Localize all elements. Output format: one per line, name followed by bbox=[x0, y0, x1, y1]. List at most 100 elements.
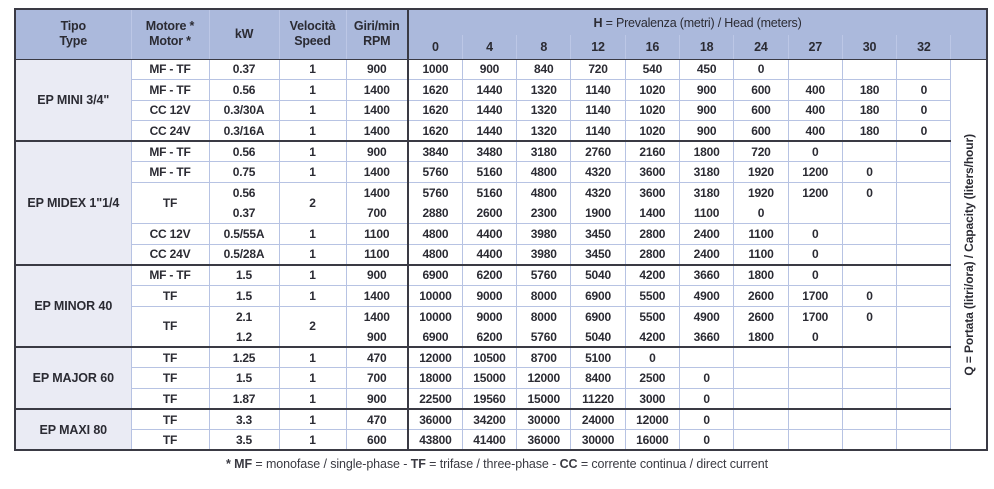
head-meters-title-symbol: H bbox=[593, 15, 603, 30]
capacity-cell: 1320 bbox=[516, 120, 572, 143]
col-header-speed-line2: Speed bbox=[294, 34, 331, 49]
capacity-cell: 1920 bbox=[733, 182, 789, 204]
capacity-cell bbox=[896, 264, 952, 287]
capacity-cell: 5760 bbox=[516, 264, 572, 287]
capacity-cell: 0 bbox=[788, 244, 843, 266]
capacity-cell: 3660 bbox=[679, 264, 735, 287]
table-row: TF 1.5 1 1400 10000 9000 8000 6900 5500 4900 2600 1… bbox=[15, 285, 987, 307]
kw-cell: 0.5/28A bbox=[209, 244, 280, 266]
capacity-cell bbox=[896, 429, 952, 451]
speed-cell: 1 bbox=[279, 264, 347, 287]
header-row-head-values: 0 4 8 12 16 18 24 27 30 32 bbox=[15, 35, 988, 60]
table-row: CC 12V 0.3/30A 1 1400 1620 1440 1320 1140 1020 90… bbox=[15, 100, 987, 122]
capacity-cell: 0 bbox=[679, 388, 735, 411]
capacity-cell: 4900 bbox=[679, 285, 735, 307]
capacity-cell: 2800 bbox=[625, 244, 680, 266]
head-value: 30 bbox=[842, 35, 898, 60]
capacity-cell: 600 bbox=[733, 120, 789, 143]
capacity-cell: 5760 bbox=[406, 182, 463, 204]
capacity-cell: 6200 bbox=[462, 326, 518, 349]
head-value: 27 bbox=[788, 35, 843, 60]
capacity-cell: 0 bbox=[679, 429, 735, 451]
kw-cell: 1.5 bbox=[209, 285, 280, 307]
col-header-speed-line1: Velocità bbox=[289, 19, 336, 33]
motor-cell: CC 12V bbox=[131, 100, 210, 122]
capacity-cell bbox=[896, 388, 952, 411]
capacity-cell bbox=[842, 347, 898, 369]
table-row: MF - TF 0.75 1 1400 5760 5160 4800 4320 3600 3180… bbox=[15, 161, 987, 184]
table-row: EP MINOR 40 MF - TF 1.5 1 900 6900 6200 5760 504… bbox=[15, 264, 987, 349]
capacity-cell: 4200 bbox=[625, 264, 680, 287]
capacity-cell: 16000 bbox=[625, 429, 680, 451]
capacity-cell bbox=[896, 203, 952, 225]
q-axis-label: Q = Portata (litri/ora) / Capacity (lite… bbox=[961, 133, 976, 376]
capacity-cell bbox=[842, 59, 898, 81]
capacity-cell: 6900 bbox=[570, 285, 626, 307]
kw-cell: 0.37 bbox=[209, 59, 280, 81]
capacity-cell: 0 bbox=[733, 203, 789, 225]
col-header-speed: Velocità Speed bbox=[279, 9, 347, 60]
footnote-text: = corrente continua / direct current bbox=[577, 457, 768, 471]
capacity-cell bbox=[679, 347, 735, 369]
capacity-cell: 900 bbox=[462, 59, 518, 81]
col-header-rpm: Giri/min RPM bbox=[346, 9, 409, 60]
capacity-cell: 5760 bbox=[516, 326, 572, 349]
capacity-cell: 4800 bbox=[406, 223, 463, 245]
capacity-cell: 10000 bbox=[406, 285, 463, 307]
capacity-cell: 3980 bbox=[516, 223, 572, 245]
table-row: EP MAXI 80 TF 3.3 1 470 36000 34200 30000 24000 1… bbox=[15, 409, 987, 451]
motor-cell: CC 24V bbox=[131, 120, 210, 143]
capacity-cell: 0 bbox=[733, 59, 789, 81]
table-row: CC 12V 0.5/55A 1 1100 4800 4400 3980 3450 2800 24… bbox=[15, 223, 987, 245]
capacity-cell: 5500 bbox=[625, 285, 680, 307]
capacity-cell bbox=[788, 347, 843, 369]
rpm-cell: 1400 bbox=[346, 285, 409, 307]
capacity-cell: 19560 bbox=[462, 388, 518, 411]
capacity-cell: 36000 bbox=[516, 429, 572, 451]
capacity-cell bbox=[842, 264, 898, 287]
speed-cell: 1 bbox=[279, 409, 347, 431]
footnote-text: = monofase / single-phase - bbox=[252, 457, 411, 471]
capacity-cell: 1620 bbox=[406, 120, 463, 143]
capacity-cell: 0 bbox=[679, 367, 735, 389]
capacity-cell: 36000 bbox=[406, 409, 463, 431]
speed-cell: 2 bbox=[279, 306, 347, 349]
capacity-cell: 180 bbox=[842, 120, 898, 143]
capacity-cell: 4200 bbox=[625, 326, 680, 349]
capacity-cell: 8700 bbox=[516, 347, 572, 369]
capacity-cell bbox=[896, 285, 952, 307]
kw-cell: 3.3 bbox=[209, 409, 280, 431]
capacity-cell: 0 bbox=[842, 161, 898, 184]
capacity-cell: 41400 bbox=[462, 429, 518, 451]
capacity-cell bbox=[733, 429, 789, 451]
speed-cell: 2 bbox=[279, 182, 347, 225]
motor-cell: TF bbox=[131, 285, 210, 307]
capacity-cell: 2600 bbox=[733, 306, 789, 327]
capacity-cell: 180 bbox=[842, 79, 898, 101]
motor-cell: TF bbox=[131, 429, 210, 451]
capacity-cell: 0 bbox=[896, 120, 952, 143]
capacity-cell bbox=[733, 367, 789, 389]
table-row: EP MINI 3/4" MF - TF 0.37 1 900 1000 900 840 720… bbox=[15, 59, 988, 451]
rpm-cell: 700 bbox=[346, 367, 409, 389]
capacity-cell bbox=[733, 388, 789, 411]
head-q-spacer bbox=[950, 35, 988, 60]
capacity-cell bbox=[896, 182, 952, 204]
table-row: MF - TF 0.56 1 1400 1620 1440 1320 1140 1020 900 6… bbox=[15, 79, 987, 101]
kw-cell: 0.75 bbox=[209, 161, 280, 184]
rpm-cell: 1400 bbox=[346, 120, 409, 143]
col-header-motor-line1: Motore * bbox=[145, 19, 195, 33]
capacity-cell: 1700 bbox=[788, 306, 843, 327]
kw-cell: 1.2 bbox=[209, 326, 280, 349]
capacity-cell: 0 bbox=[788, 326, 843, 349]
capacity-cell: 900 bbox=[679, 79, 735, 101]
capacity-cell: 6900 bbox=[406, 264, 463, 287]
capacity-cell: 15000 bbox=[516, 388, 572, 411]
kw-cell: 0.56 bbox=[209, 141, 280, 163]
capacity-cell: 18000 bbox=[406, 367, 463, 389]
rpm-cell: 900 bbox=[346, 264, 409, 287]
capacity-cell: 1020 bbox=[625, 79, 680, 101]
table-row: CC 24V 0.3/16A 1 1400 1620 1440 1320 1140 1020 90… bbox=[15, 120, 987, 143]
capacity-cell: 12000 bbox=[625, 409, 680, 431]
capacity-cell: 1440 bbox=[462, 100, 518, 122]
